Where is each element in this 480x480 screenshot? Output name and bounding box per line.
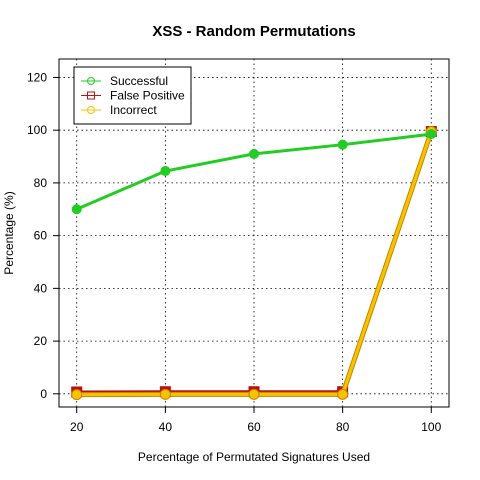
y-tick-label: 0	[40, 387, 47, 401]
x-tick-label: 20	[70, 420, 84, 434]
legend-marker	[87, 106, 95, 114]
series-layer	[71, 126, 437, 401]
tick-layer: 20 40 60 80 100 0 20 40 60 80 100 120	[27, 70, 442, 434]
chart-title: XSS - Random Permutations	[152, 23, 355, 40]
legend-label: Incorrect	[110, 103, 157, 117]
x-tick-label: 60	[247, 420, 261, 434]
data-point	[337, 139, 348, 150]
y-axis-label: Percentage (%)	[2, 191, 16, 274]
grid-layer	[59, 59, 449, 407]
data-point	[71, 389, 83, 401]
data-point	[71, 204, 82, 215]
legend-item: Successful	[81, 74, 168, 88]
y-tick-label: 20	[34, 334, 48, 348]
legend-item: False Positive	[81, 89, 185, 103]
legend-item: Incorrect	[81, 103, 157, 117]
y-tick-label: 100	[27, 123, 47, 137]
data-point	[248, 388, 260, 400]
data-point	[159, 388, 171, 400]
y-tick-label: 40	[34, 281, 48, 295]
legend-marker	[87, 77, 95, 85]
y-tick-label: 80	[34, 176, 48, 190]
x-axis-label: Percentage of Permutated Signatures Used	[138, 450, 370, 464]
legend-marker	[87, 91, 95, 100]
series-successful	[71, 129, 437, 215]
y-tick-label: 60	[34, 229, 48, 243]
x-tick-label: 80	[336, 420, 350, 434]
data-point	[426, 129, 437, 140]
series-incorrect	[71, 126, 437, 401]
x-tick-label: 100	[421, 420, 441, 434]
legend-label: False Positive	[110, 89, 185, 103]
y-tick-label: 120	[27, 70, 47, 84]
data-point	[337, 388, 349, 400]
plot-frame	[58, 58, 450, 408]
series-line	[76, 131, 433, 397]
legend-label: Successful	[110, 74, 168, 88]
data-point	[160, 166, 171, 177]
data-point	[249, 148, 259, 159]
x-tick-label: 40	[159, 420, 173, 434]
series-line-outline	[76, 130, 434, 398]
